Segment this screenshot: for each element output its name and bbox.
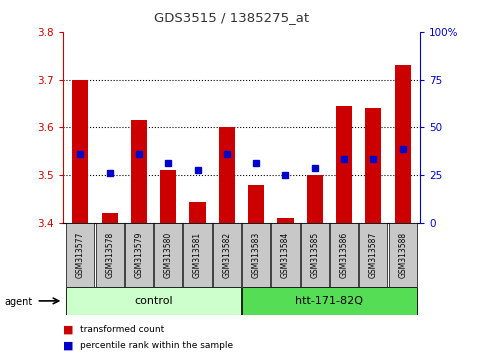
Bar bbox=[189, 201, 206, 223]
FancyBboxPatch shape bbox=[96, 223, 124, 287]
Text: transformed count: transformed count bbox=[80, 325, 164, 334]
Text: GSM313586: GSM313586 bbox=[340, 232, 349, 278]
FancyBboxPatch shape bbox=[242, 287, 417, 315]
Text: GDS3515 / 1385275_at: GDS3515 / 1385275_at bbox=[154, 11, 310, 24]
Bar bbox=[307, 175, 323, 223]
Text: control: control bbox=[134, 296, 173, 306]
Text: ■: ■ bbox=[63, 324, 73, 334]
Bar bbox=[72, 80, 88, 223]
Bar bbox=[219, 127, 235, 223]
Text: GSM313582: GSM313582 bbox=[222, 232, 231, 278]
Text: percentile rank within the sample: percentile rank within the sample bbox=[80, 341, 233, 350]
Bar bbox=[395, 65, 411, 223]
Bar bbox=[160, 171, 176, 223]
Text: GSM313579: GSM313579 bbox=[134, 232, 143, 278]
Text: ■: ■ bbox=[63, 340, 73, 350]
Text: GSM313578: GSM313578 bbox=[105, 232, 114, 278]
Bar bbox=[336, 106, 352, 223]
FancyBboxPatch shape bbox=[66, 287, 241, 315]
Text: GSM313580: GSM313580 bbox=[164, 232, 173, 278]
FancyBboxPatch shape bbox=[301, 223, 329, 287]
Text: htt-171-82Q: htt-171-82Q bbox=[296, 296, 363, 306]
FancyBboxPatch shape bbox=[154, 223, 182, 287]
Text: GSM313587: GSM313587 bbox=[369, 232, 378, 278]
FancyBboxPatch shape bbox=[213, 223, 241, 287]
Text: GSM313588: GSM313588 bbox=[398, 232, 407, 278]
FancyBboxPatch shape bbox=[66, 223, 95, 287]
Text: GSM313583: GSM313583 bbox=[252, 232, 261, 278]
Text: GSM313584: GSM313584 bbox=[281, 232, 290, 278]
Bar bbox=[365, 108, 382, 223]
Bar bbox=[101, 212, 118, 223]
FancyBboxPatch shape bbox=[388, 223, 417, 287]
FancyBboxPatch shape bbox=[125, 223, 153, 287]
Bar bbox=[277, 218, 294, 223]
Bar bbox=[131, 120, 147, 223]
Text: agent: agent bbox=[5, 297, 33, 307]
Text: GSM313585: GSM313585 bbox=[310, 232, 319, 278]
FancyBboxPatch shape bbox=[271, 223, 299, 287]
Bar bbox=[248, 185, 264, 223]
FancyBboxPatch shape bbox=[184, 223, 212, 287]
FancyBboxPatch shape bbox=[242, 223, 270, 287]
FancyBboxPatch shape bbox=[330, 223, 358, 287]
Text: GSM313577: GSM313577 bbox=[76, 232, 85, 278]
FancyBboxPatch shape bbox=[359, 223, 387, 287]
Text: GSM313581: GSM313581 bbox=[193, 232, 202, 278]
